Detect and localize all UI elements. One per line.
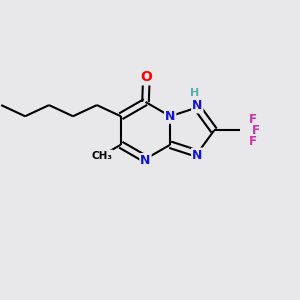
Text: O: O: [140, 70, 152, 84]
Text: N: N: [165, 110, 175, 123]
Text: F: F: [248, 112, 256, 126]
Text: N: N: [192, 148, 202, 162]
Text: N: N: [140, 154, 151, 167]
Text: CH₃: CH₃: [92, 151, 112, 160]
Text: F: F: [252, 124, 260, 137]
Text: N: N: [192, 99, 202, 112]
Text: H: H: [190, 88, 199, 98]
Text: F: F: [248, 135, 256, 148]
